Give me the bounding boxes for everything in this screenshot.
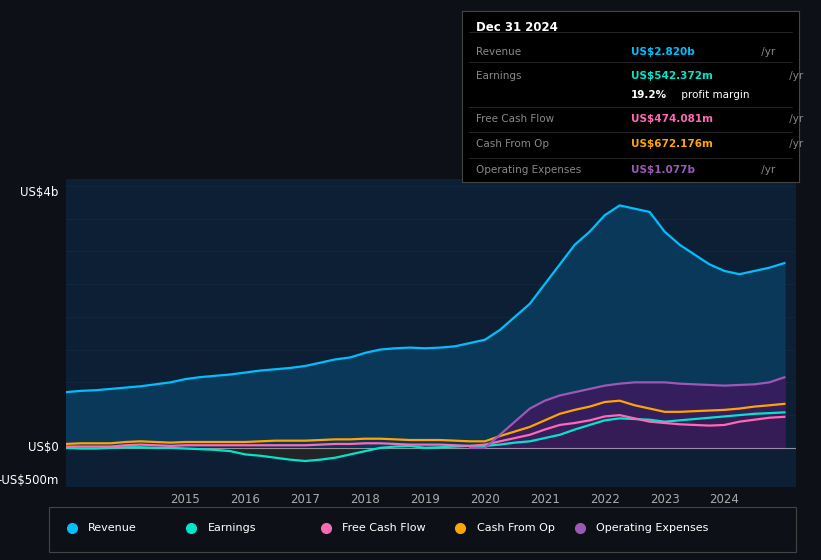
Text: /yr: /yr <box>786 71 803 81</box>
Text: US$474.081m: US$474.081m <box>631 114 713 124</box>
Text: US$0: US$0 <box>28 441 58 454</box>
Text: Revenue: Revenue <box>88 523 137 533</box>
Text: US$2.820b: US$2.820b <box>631 47 695 57</box>
Text: Earnings: Earnings <box>208 523 256 533</box>
Text: Earnings: Earnings <box>475 71 521 81</box>
Text: -US$500m: -US$500m <box>0 474 58 487</box>
Text: Cash From Op: Cash From Op <box>475 139 548 150</box>
Text: Cash From Op: Cash From Op <box>477 523 554 533</box>
Text: US$1.077b: US$1.077b <box>631 165 695 175</box>
Text: /yr: /yr <box>758 47 775 57</box>
Text: Free Cash Flow: Free Cash Flow <box>475 114 554 124</box>
Text: /yr: /yr <box>758 165 775 175</box>
Text: US$542.372m: US$542.372m <box>631 71 713 81</box>
Text: profit margin: profit margin <box>677 90 749 100</box>
Text: 19.2%: 19.2% <box>631 90 667 100</box>
Text: Dec 31 2024: Dec 31 2024 <box>475 21 557 35</box>
Text: Operating Expenses: Operating Expenses <box>475 165 581 175</box>
Text: Free Cash Flow: Free Cash Flow <box>342 523 426 533</box>
Text: Operating Expenses: Operating Expenses <box>596 523 709 533</box>
Text: US$672.176m: US$672.176m <box>631 139 713 150</box>
Text: Revenue: Revenue <box>475 47 521 57</box>
Text: /yr: /yr <box>786 114 803 124</box>
Text: US$4b: US$4b <box>20 186 58 199</box>
Text: /yr: /yr <box>786 139 803 150</box>
